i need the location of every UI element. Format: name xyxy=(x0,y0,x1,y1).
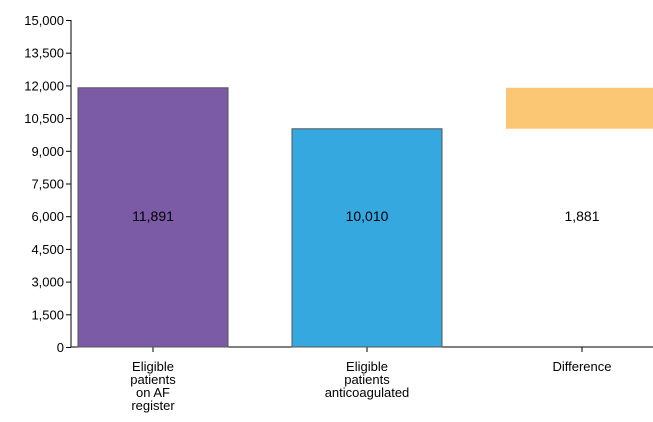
x-category-label-line: anticoagulated xyxy=(325,385,410,400)
y-tick-label: 4,500 xyxy=(31,242,64,257)
x-category-label-line: Eligible xyxy=(346,359,388,374)
data-label: 11,891 xyxy=(132,208,174,224)
y-tick-label: 15,000 xyxy=(24,13,64,28)
x-category-label: Eligible patients on AF register xyxy=(130,359,176,413)
bar-2 xyxy=(291,128,443,348)
axis-layer: 0 1,500 3,000 4,500 6,000 7,500 9,000 10,500 12,… xyxy=(24,13,653,355)
bar-layer xyxy=(77,87,653,348)
x-category-label-line: patients xyxy=(344,372,390,387)
y-tick-label: 7,500 xyxy=(31,177,64,192)
y-tick-label: 9,000 xyxy=(31,144,64,159)
y-tick-label: 3,000 xyxy=(31,275,64,290)
y-tick-label: 6,000 xyxy=(31,209,64,224)
x-category-label-line: on AF xyxy=(136,385,170,400)
y-tick-label: 0 xyxy=(57,340,64,355)
x-category-label-line: patients xyxy=(130,372,176,387)
y-tick-label: 12,000 xyxy=(24,78,64,93)
bar-3 xyxy=(506,87,653,129)
y-tick-label: 1,500 xyxy=(31,307,64,322)
x-category-label-line: Difference xyxy=(552,359,611,374)
data-label: 1,881 xyxy=(564,208,599,224)
x-category-label: Eligible patients anticoagulated xyxy=(325,359,410,400)
x-category-label-line: register xyxy=(131,398,175,413)
x-category-label: Difference xyxy=(552,359,611,374)
bar-1 xyxy=(77,87,229,348)
y-tick-label: 10,500 xyxy=(24,111,64,126)
y-tick-label: 13,500 xyxy=(24,46,64,61)
x-category-label-line: Eligible xyxy=(132,359,174,374)
data-label: 10,010 xyxy=(346,208,389,224)
